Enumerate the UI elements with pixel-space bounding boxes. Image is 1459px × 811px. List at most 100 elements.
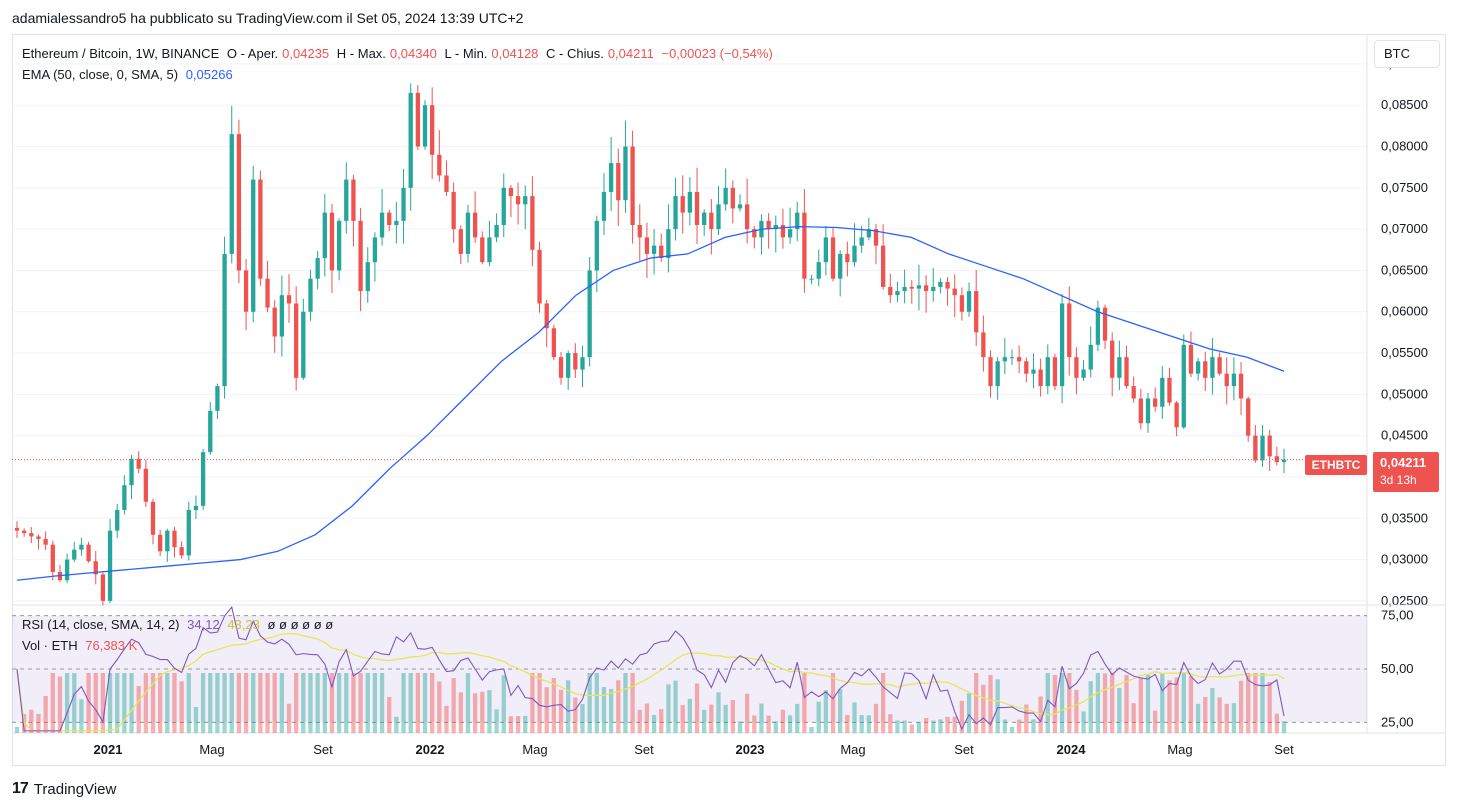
volume-bar [651,714,657,733]
volume-bar [1181,673,1186,733]
candle-body [795,212,800,230]
rsi-legend[interactable]: RSI (14, close, SMA, 14, 2) 34,12 43,23 … [22,617,337,632]
volume-bar [809,727,814,733]
volume-bar [1117,688,1122,733]
candle-body [1167,377,1172,403]
volume-bar [616,680,621,733]
time-tick-label: Mag [522,742,547,757]
candle-body [952,288,957,296]
candle-body [236,134,242,271]
ema-legend[interactable]: EMA (50, close, 0, SMA, 5) 0,05266 [22,67,237,82]
volume-bar [716,692,721,733]
candle-body [129,458,134,486]
candle-body [830,237,836,279]
volume-bar [959,700,965,733]
low-label: L - Min. [444,46,488,61]
volume-bar [623,673,628,733]
volume-bar [480,691,485,733]
candle-body [916,285,922,289]
volume-bar [444,705,449,733]
candle-body [523,196,528,205]
volume-bar [1059,673,1065,733]
rsi-line [16,605,1285,732]
volume-bar [608,688,614,733]
volume-bar [566,680,571,733]
volume-bar [687,698,693,733]
candle-body [286,295,292,304]
candle-body [530,196,535,250]
volume-bar [845,714,850,733]
candle-body [508,187,514,197]
price-tick-label: 0,08500 [1381,97,1428,112]
symbol-description[interactable]: Ethereum / Bitcoin, 1W, BINANCE [22,46,220,61]
candle-body [351,179,356,221]
candle-body [408,92,413,188]
candle-body [29,533,34,537]
candle-body [938,282,943,287]
volume-bar [200,673,206,733]
candle-body [573,353,578,370]
volume-bar [336,673,342,733]
candle-body [193,505,199,510]
symbol-price-tag: ETHBTC [1305,455,1367,475]
candle-body [1195,361,1201,374]
candle-body [401,187,406,221]
candle-body [601,191,607,221]
volume-bar [236,673,242,733]
chart-frame[interactable] [12,34,1446,766]
tradingview-brand[interactable]: 17 TradingView [12,780,116,798]
volume-bar [1095,673,1101,733]
candle-body [472,212,478,238]
candle-body [344,179,349,221]
candle-body [322,212,327,259]
candle-body [72,549,77,560]
volume-bar [50,673,55,733]
volume-bar [580,704,585,733]
candle-body [608,163,614,192]
candle-body [859,237,864,246]
volume-legend[interactable]: Vol · ETH 76,383 K [22,638,141,653]
volume-bar [1253,673,1258,733]
time-tick-label: 2022 [416,742,445,757]
candle-body [1110,340,1115,378]
candle-body [50,544,55,572]
volume-bar [351,673,356,733]
volume-bar [208,673,213,733]
candle-body [93,561,98,575]
volume-bar [172,673,177,733]
time-tick-label: Mag [840,742,865,757]
candle-body [515,196,521,205]
volume-bar [251,673,256,733]
candle-body [64,559,70,581]
candle-body [1238,373,1244,399]
publish-line: adamialessandro5 ha pubblicato su Tradin… [12,10,524,26]
volume-bar [64,673,70,733]
volume-bar [1203,697,1208,733]
rsi-tick-label: 25,00 [1381,714,1414,729]
volume-bar [838,689,843,733]
volume-bar [422,673,428,733]
candle-body [1274,456,1279,463]
volume-bar [458,692,463,733]
candle-body [415,92,421,147]
ohlc-legend: Ethereum / Bitcoin, 1W, BINANCE O - Aper… [22,46,777,61]
volume-bar [286,703,292,733]
volume-bar [802,673,807,733]
volume-bar [222,673,227,733]
volume-bar [723,704,728,733]
volume-bar [823,690,829,733]
candle-body [1160,377,1165,407]
candle-body [458,229,463,254]
volume-bar [966,693,972,733]
volume-bar [301,673,306,733]
candle-body [329,212,335,271]
candle-body [1067,303,1072,358]
price-tick-label: 0,03500 [1381,510,1428,525]
volume-bar [86,673,91,733]
currency-button[interactable]: BTC [1374,40,1440,68]
candle-body [1074,357,1079,378]
volume-bar [215,673,220,733]
candle-body [186,510,191,556]
volume-bar [193,707,199,733]
